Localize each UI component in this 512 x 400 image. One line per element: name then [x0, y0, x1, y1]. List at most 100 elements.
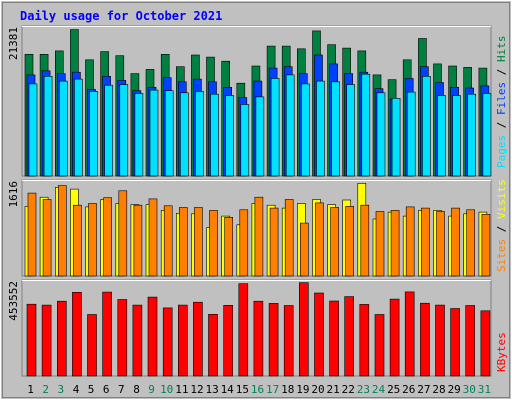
legend-separator: / — [495, 115, 508, 135]
bar-pages-day-4 — [74, 78, 83, 177]
bar-kbytes-day-13 — [208, 313, 218, 377]
bar-kbytes-day-31 — [480, 310, 491, 377]
bar-sites-day-31 — [481, 214, 491, 277]
bar-pages-day-8 — [134, 93, 144, 177]
bar-sites-day-18 — [284, 199, 294, 277]
day-label-25: 25 — [387, 383, 400, 396]
bar-kbytes-day-1 — [26, 303, 37, 377]
bar-pages-day-5 — [89, 91, 98, 177]
bar-pages-day-18 — [285, 74, 295, 177]
bar-pages-day-17 — [270, 78, 280, 177]
day-label-7: 7 — [118, 383, 125, 396]
bar-sites-day-4 — [73, 204, 82, 277]
bar-sites-day-22 — [345, 206, 355, 277]
bar-pages-day-29 — [452, 95, 461, 177]
day-label-2: 2 — [42, 383, 49, 396]
bar-kbytes-day-27 — [420, 302, 430, 377]
bar-kbytes-day-3 — [56, 300, 67, 377]
bar-sites-day-11 — [179, 207, 188, 277]
legend-separator: / — [495, 62, 508, 82]
bar-pages-day-26 — [406, 91, 416, 177]
bar-sites-day-29 — [451, 207, 460, 277]
day-label-14: 14 — [221, 383, 235, 396]
day-label-18: 18 — [281, 383, 294, 396]
bar-pages-day-24 — [376, 92, 386, 177]
bar-kbytes-day-19 — [298, 282, 309, 377]
day-label-12: 12 — [190, 383, 203, 396]
day-label-23: 23 — [357, 383, 370, 396]
panel-visits-sites: 1616 — [7, 179, 492, 277]
bar-kbytes-day-18 — [283, 305, 294, 377]
day-label-27: 27 — [417, 383, 430, 396]
day-label-16: 16 — [251, 383, 264, 396]
bar-pages-day-15 — [240, 104, 250, 177]
bar-sites-day-3 — [57, 185, 67, 277]
bar-kbytes-day-12 — [193, 301, 203, 377]
series-sites — [27, 185, 491, 277]
bar-sites-day-20 — [315, 202, 324, 277]
legend-visits-sites: Sites / Visits — [495, 179, 508, 272]
bar-kbytes-day-9 — [147, 296, 158, 377]
day-label-24: 24 — [372, 383, 386, 396]
bar-pages-day-9 — [149, 89, 159, 177]
bar-pages-day-31 — [482, 93, 492, 177]
day-label-4: 4 — [73, 383, 80, 396]
bar-sites-day-23 — [360, 204, 370, 277]
day-label-11: 11 — [175, 383, 188, 396]
day-label-29: 29 — [448, 383, 461, 396]
x-axis-day-labels: 1 2 3 4 5 6 7 8 9 10 11 12 13 14 15 16 17 18 19 20 21 22 23 24 2… — [27, 383, 491, 396]
bar-kbytes-day-24 — [374, 314, 385, 377]
bar-kbytes-day-25 — [389, 298, 400, 377]
legend-hits-files-pages: Pages / Files / Hits — [495, 36, 508, 169]
bar-kbytes-day-16 — [253, 300, 264, 377]
series-kbytes — [26, 282, 491, 377]
bar-kbytes-day-4 — [72, 291, 82, 377]
bar-sites-day-12 — [194, 207, 203, 277]
day-label-30: 30 — [463, 383, 476, 396]
panel-hits-files-pages: 21381 — [7, 25, 492, 177]
day-label-26: 26 — [402, 383, 415, 396]
panel-max-label: 21381 — [7, 27, 20, 60]
day-label-6: 6 — [103, 383, 110, 396]
legend-entry-hits: Hits — [495, 36, 508, 63]
bar-sites-day-21 — [330, 207, 339, 277]
bar-pages-day-11 — [180, 92, 189, 177]
day-label-21: 21 — [326, 383, 339, 396]
bar-kbytes-day-23 — [359, 304, 370, 377]
legend-entry-kbytes: KBytes — [495, 332, 508, 372]
bar-sites-day-7 — [118, 190, 128, 277]
bar-sites-day-19 — [299, 222, 309, 277]
bar-sites-day-1 — [27, 192, 37, 277]
day-label-8: 8 — [133, 383, 140, 396]
bar-pages-day-30 — [467, 93, 477, 177]
bar-kbytes-day-6 — [102, 291, 112, 377]
bar-sites-day-5 — [88, 203, 97, 277]
legend-entry-pages: Pages — [495, 135, 508, 168]
bar-sites-day-13 — [209, 210, 218, 277]
bar-pages-day-13 — [210, 93, 219, 177]
chart-panels: 21381 1616 453552 — [7, 25, 492, 377]
day-label-13: 13 — [205, 383, 218, 396]
bar-kbytes-day-11 — [178, 304, 188, 377]
day-label-17: 17 — [266, 383, 279, 396]
bar-pages-day-3 — [58, 80, 68, 177]
chart-legends: Pages / Files / Hits Sites / Visits KBytes — [495, 36, 508, 373]
day-label-19: 19 — [296, 383, 309, 396]
bar-pages-day-10 — [164, 90, 174, 177]
bar-sites-day-8 — [133, 204, 143, 277]
day-label-1: 1 — [27, 383, 34, 396]
bar-kbytes-day-29 — [450, 308, 460, 377]
panel-max-label: 453552 — [7, 281, 20, 321]
bar-sites-day-30 — [466, 209, 476, 277]
day-label-5: 5 — [88, 383, 95, 396]
day-label-31: 31 — [478, 383, 491, 396]
bar-sites-day-26 — [405, 206, 415, 277]
day-label-15: 15 — [236, 383, 249, 396]
chart-title: Daily usage for October 2021 — [20, 9, 222, 23]
bar-pages-day-12 — [195, 91, 204, 177]
bar-sites-day-25 — [390, 210, 400, 277]
bar-pages-day-2 — [43, 76, 53, 177]
